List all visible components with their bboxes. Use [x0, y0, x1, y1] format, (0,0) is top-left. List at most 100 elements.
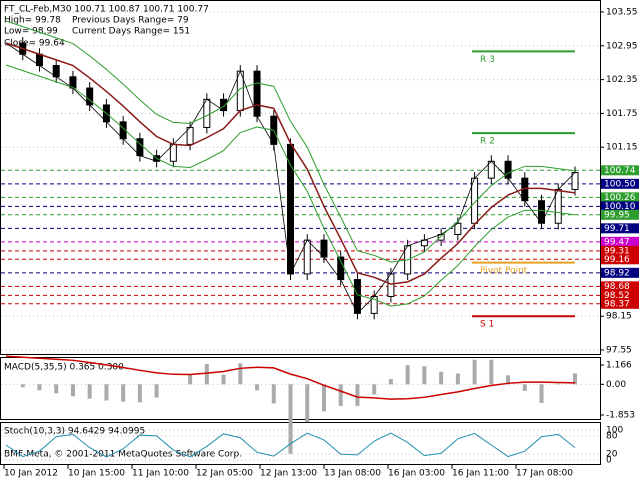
- macd-bar: [188, 374, 193, 385]
- macd-bar: [522, 384, 527, 391]
- macd-bar: [288, 384, 293, 454]
- moving-average: [5, 42, 576, 285]
- macd-bar: [338, 384, 343, 406]
- price-tick-label: 98.15: [606, 312, 632, 322]
- macd-bar: [321, 384, 326, 412]
- level-box: [601, 281, 639, 292]
- level-box: [601, 298, 639, 309]
- macd-bar: [20, 384, 25, 388]
- macd-bar: [137, 384, 142, 403]
- time-label: 12 Jan 05:00: [196, 469, 253, 479]
- macd-bar: [506, 375, 511, 385]
- macd-bar: [255, 384, 260, 391]
- time-label: 10 Jan 15:00: [68, 469, 125, 479]
- stoch-tick-label: 20: [606, 450, 618, 460]
- macd-bar: [439, 371, 444, 385]
- time-label: 13 Jan 08:00: [324, 469, 381, 479]
- level-box: [601, 267, 639, 278]
- price-tick-label: 102.95: [606, 41, 638, 51]
- price-tick-label: 102.35: [606, 75, 638, 85]
- macd-bar: [388, 378, 393, 385]
- macd-tick-label: 1.166: [606, 361, 632, 371]
- macd-panel: [0, 357, 601, 420]
- level-label: 100.10: [604, 202, 636, 212]
- time-label: 16 Jan 11:00: [452, 469, 509, 479]
- symbol: FT_CL-Feb,M30 100.71 100.87 100.71 100.7…: [4, 5, 209, 15]
- time-label: 17 Jan 08:00: [516, 469, 573, 479]
- macd-bar: [70, 384, 75, 397]
- macd-bar: [121, 384, 126, 402]
- macd-bar: [305, 384, 310, 423]
- price-tick-label: 103.55: [606, 8, 638, 18]
- main-panel: [0, 0, 601, 355]
- close-line: [5, 42, 576, 315]
- level-label: 100.74: [604, 166, 636, 176]
- level-label: 98.68: [604, 282, 630, 292]
- level-box: [601, 201, 639, 212]
- level-label: 99.16: [604, 255, 630, 265]
- level-label: 99.95: [604, 210, 630, 220]
- macd-title: MACD(5,35,5) 0.365 0.300: [4, 363, 124, 373]
- level-label: 98.92: [604, 268, 630, 278]
- stoch-panel: [0, 422, 601, 465]
- macd-bar: [556, 383, 561, 385]
- macd-bar: [455, 373, 460, 385]
- time-label: 10 Jan 2012: [4, 469, 58, 479]
- high: High= 99.78: [4, 16, 61, 26]
- macd-tick-label: -1.853: [606, 411, 635, 421]
- prev-range: Previous Days Range= 79: [72, 16, 189, 26]
- time-label: 12 Jan 13:00: [260, 469, 317, 479]
- macd-bar: [573, 373, 577, 385]
- level-box: [601, 192, 639, 203]
- pivot-label: S 1: [480, 320, 494, 330]
- price-tick-label: 101.15: [606, 143, 638, 153]
- macd-bar: [422, 366, 427, 385]
- time-label: 11 Jan 10:00: [132, 469, 189, 479]
- level-box: [601, 178, 639, 189]
- band-upper: [5, 20, 576, 263]
- macd-bar: [37, 384, 42, 391]
- level-label: 98.52: [604, 291, 630, 301]
- level-label: 99.47: [604, 237, 630, 247]
- level-label: 99.31: [604, 246, 630, 256]
- low: Low= 98.99: [4, 27, 58, 37]
- level-box: [601, 290, 639, 301]
- level-box: [601, 209, 639, 220]
- pivot-label: Pivot Point: [480, 266, 528, 276]
- stoch-title: Stoch(10,3,3) 94.6429 94.0995: [4, 427, 145, 437]
- pivot-label: R 2: [480, 137, 495, 147]
- macd-bar: [238, 363, 243, 385]
- price-tick-label: 101.75: [606, 109, 638, 119]
- macd-tick-label: 0.00: [606, 380, 626, 390]
- footer: BMF-Meta, © 2001-2011 MetaQuotes Softwar…: [4, 450, 242, 460]
- macd-bar: [472, 359, 477, 385]
- macd-bar: [539, 384, 544, 403]
- macd-bar: [104, 384, 109, 401]
- macd-bar: [372, 384, 377, 395]
- macd-bar: [87, 384, 92, 399]
- macd-bar: [54, 384, 59, 394]
- stoch-tick-label: 0: [606, 456, 612, 466]
- cur-range: Current Days Range= 151: [72, 27, 190, 37]
- stoch-line: [5, 432, 576, 458]
- time-label: 16 Jan 03:00: [388, 469, 445, 479]
- price-tick-label: 97.55: [606, 346, 632, 356]
- level-label: 98.37: [604, 299, 630, 309]
- close: Close= 99.64: [4, 39, 65, 49]
- macd-bar: [221, 374, 226, 385]
- band-lower: [5, 64, 576, 307]
- stoch-tick-label: 100: [606, 426, 623, 436]
- macd-bar: [355, 384, 360, 406]
- level-box: [601, 223, 639, 234]
- level-box: [601, 245, 639, 256]
- level-label: 100.26: [604, 193, 636, 203]
- macd-bar: [405, 365, 410, 385]
- level-box: [601, 236, 639, 247]
- macd-bar: [204, 363, 209, 385]
- level-box: [601, 165, 639, 176]
- macd-bar: [271, 384, 276, 404]
- level-box: [601, 254, 639, 265]
- macd-signal: [5, 355, 576, 400]
